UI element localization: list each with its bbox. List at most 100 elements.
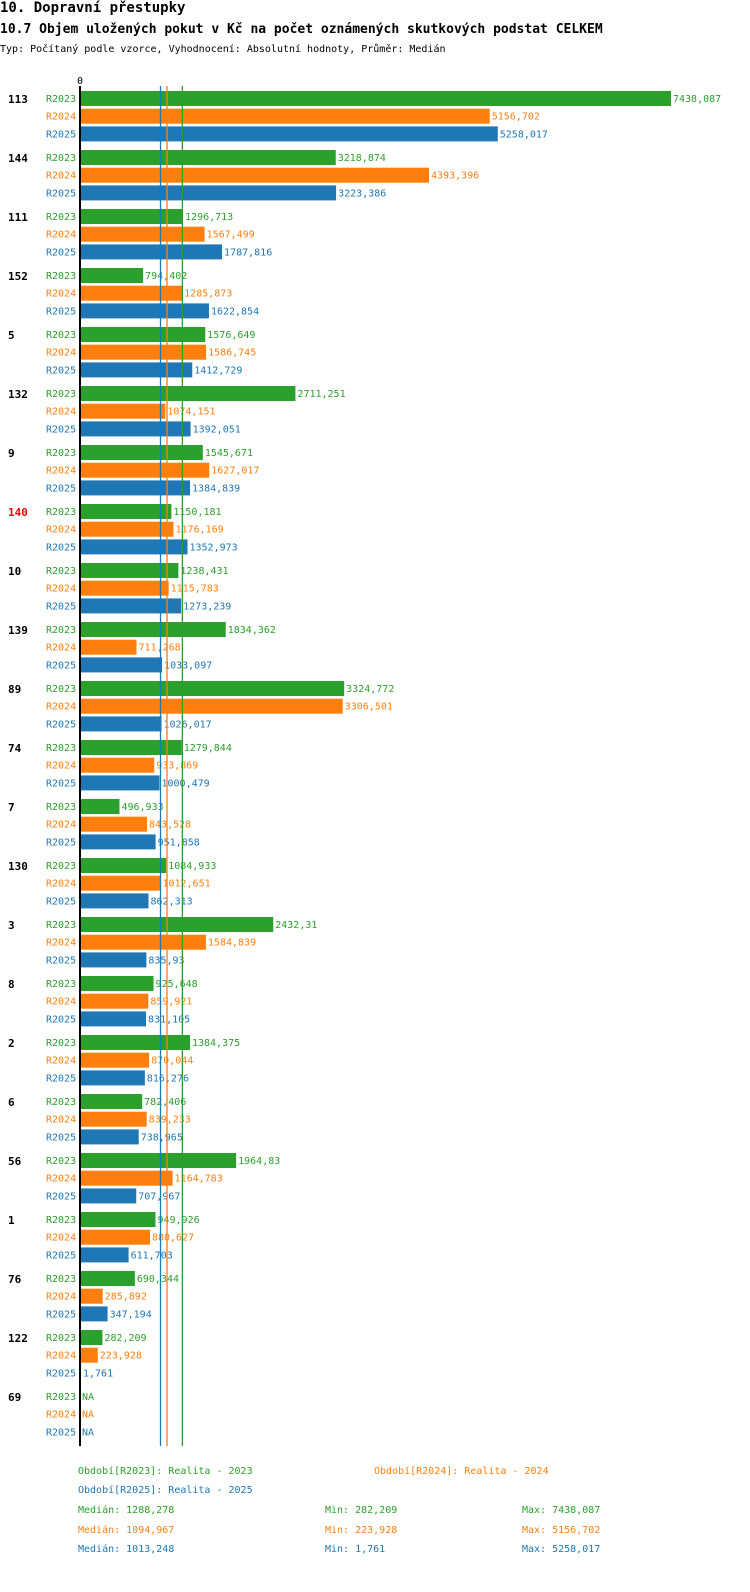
- data-label: 496,933: [121, 802, 163, 813]
- series-label: R2023: [46, 684, 76, 695]
- bar: [80, 952, 147, 968]
- data-label: 1545,671: [205, 448, 253, 459]
- data-label: 1787,816: [224, 247, 272, 258]
- data-label: 859,921: [150, 997, 192, 1008]
- series-label: R2023: [46, 153, 76, 164]
- category-label: 74: [8, 742, 22, 755]
- data-label: 1279,844: [184, 743, 232, 754]
- category-label: 7: [8, 801, 15, 814]
- category-label: 130: [8, 860, 28, 873]
- bar: [80, 150, 336, 165]
- category-label: 132: [8, 388, 28, 401]
- series-label: R2023: [46, 1215, 76, 1226]
- data-label: 1567,499: [207, 230, 255, 241]
- series-label: R2023: [46, 94, 76, 105]
- data-label: 862,313: [151, 896, 193, 907]
- series-label: R2023: [46, 1156, 76, 1167]
- bar: [80, 681, 345, 696]
- data-label: 925,648: [156, 979, 198, 990]
- series-label: R2025: [46, 955, 76, 966]
- series-label: R2024: [46, 879, 76, 890]
- stat-median-r2024: Medián: 1094,967: [78, 1525, 175, 1536]
- data-label: 1627,017: [211, 466, 259, 477]
- data-label: 1392,051: [193, 424, 241, 435]
- bar: [80, 1011, 147, 1027]
- bar: [80, 816, 148, 832]
- bar: [80, 976, 154, 991]
- data-label: 1964,83: [238, 1156, 280, 1167]
- series-label: R2024: [46, 525, 76, 536]
- bar: [80, 226, 205, 242]
- category-label: 2: [8, 1037, 15, 1050]
- series-label: R2025: [46, 424, 76, 435]
- bar: [80, 126, 498, 142]
- series-label: R2024: [46, 466, 76, 477]
- series-label: R2023: [46, 389, 76, 400]
- stat-max-r2023: Max: 7438,087: [522, 1505, 601, 1516]
- axis-zero-label: 0: [77, 76, 83, 87]
- data-label: 1412,729: [194, 365, 242, 376]
- data-label: 949,926: [157, 1215, 199, 1226]
- bar-chart: 0 113 R2023 7438,087 R2024 5156,702 R2025 5258,…: [8, 76, 721, 1447]
- series-label: R2025: [46, 306, 76, 317]
- data-label: 1084,933: [168, 861, 216, 872]
- data-label: 5258,017: [500, 129, 548, 140]
- data-label: 4393,396: [431, 171, 479, 182]
- data-label: 347,194: [110, 1309, 152, 1320]
- data-label: 1,761: [83, 1368, 113, 1379]
- series-label: R2024: [46, 938, 76, 949]
- data-label: 843,528: [149, 820, 191, 831]
- data-label: 7438,087: [673, 94, 721, 105]
- category-label: 144: [8, 152, 28, 165]
- data-label: NA: [82, 1410, 94, 1421]
- bar: [80, 185, 337, 201]
- bar: [80, 775, 160, 791]
- bar: [80, 167, 430, 183]
- chart-title: 10.7 Objem uložených pokut v Kč na počet…: [0, 22, 603, 37]
- bar: [80, 268, 144, 283]
- series-label: R2025: [46, 1368, 76, 1379]
- bar: [80, 1188, 137, 1204]
- data-label: 1000,479: [161, 778, 209, 789]
- bar: [80, 421, 191, 437]
- chart-meta: Typ: Počítaný podle vzorce, Vyhodnocení:…: [0, 44, 446, 55]
- series-label: R2023: [46, 507, 76, 518]
- data-label: 794,402: [145, 271, 187, 282]
- series-label: R2024: [46, 171, 76, 182]
- data-label: 3218,874: [338, 153, 386, 164]
- series-label: R2024: [46, 112, 76, 123]
- series-label: R2024: [46, 761, 76, 772]
- data-label: 285,892: [105, 1292, 147, 1303]
- series-label: R2023: [46, 448, 76, 459]
- series-label: R2025: [46, 896, 76, 907]
- category-label: 69: [8, 1391, 21, 1404]
- data-label: 1026,017: [164, 719, 212, 730]
- category-label: 6: [8, 1096, 15, 1109]
- series-label: R2024: [46, 1115, 76, 1126]
- bar: [80, 462, 210, 478]
- data-label: 933,869: [156, 761, 198, 772]
- data-label: 1384,839: [192, 483, 240, 494]
- data-label: 1164,783: [175, 1174, 223, 1185]
- category-label: 140: [8, 506, 28, 519]
- data-label: 3324,772: [346, 684, 394, 695]
- series-label: R2025: [46, 1132, 76, 1143]
- bar: [80, 875, 161, 891]
- data-label: 1584,839: [208, 938, 256, 949]
- series-label: R2023: [46, 330, 76, 341]
- category-label: 89: [8, 683, 21, 696]
- category-label: 8: [8, 978, 15, 991]
- category-label: 152: [8, 270, 28, 283]
- data-label: 2432,31: [275, 920, 317, 931]
- series-label: R2023: [46, 802, 76, 813]
- bar: [80, 622, 226, 637]
- legend-r2023: Období[R2023]: Realita - 2023: [78, 1466, 253, 1477]
- bar: [80, 480, 191, 496]
- bar: [80, 1052, 150, 1068]
- category-label: 56: [8, 1155, 22, 1168]
- bar: [80, 209, 184, 224]
- series-label: R2024: [46, 1233, 76, 1244]
- bar: [80, 639, 137, 655]
- data-label: NA: [82, 1427, 94, 1438]
- stat-median-r2023: Medián: 1288,278: [78, 1505, 175, 1516]
